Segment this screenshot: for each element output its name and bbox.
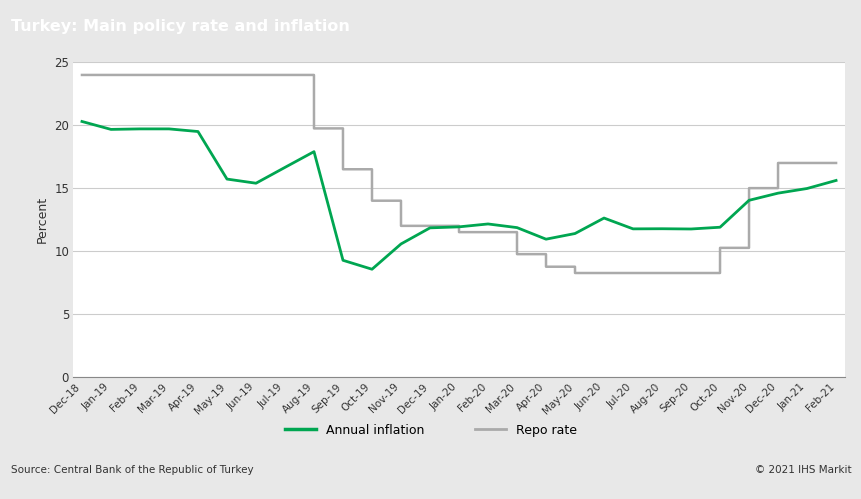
Text: © 2021 IHS Markit: © 2021 IHS Markit — [754, 465, 851, 475]
Text: Turkey: Main policy rate and inflation: Turkey: Main policy rate and inflation — [11, 18, 350, 33]
Y-axis label: Percent: Percent — [35, 196, 48, 243]
Legend: Annual inflation, Repo rate: Annual inflation, Repo rate — [280, 419, 581, 442]
Text: Source: Central Bank of the Republic of Turkey: Source: Central Bank of the Republic of … — [11, 465, 253, 475]
